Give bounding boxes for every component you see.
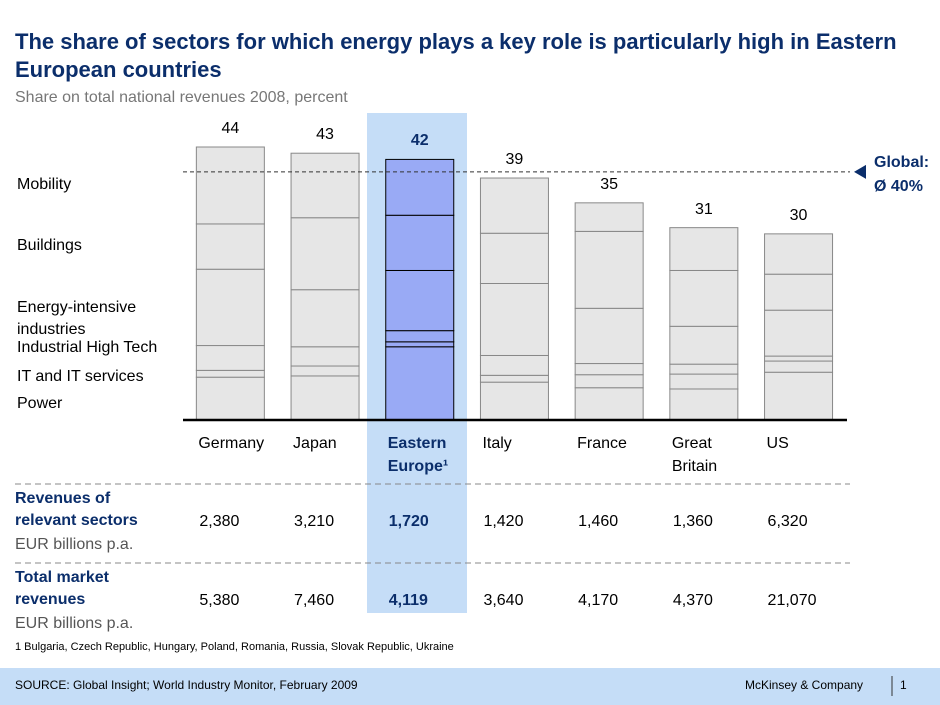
bar-segment [195,369,265,378]
legend-label: Power [17,395,63,412]
legend-label: Mobility [17,176,72,193]
bar-segment [669,269,739,327]
legend-label: Industrial High Tech [17,339,158,356]
bar-segment [764,355,834,362]
page-number: 1 [900,678,907,692]
bar-segment [385,346,455,421]
bar-segment [479,374,549,383]
table-value: 2,380 [199,513,240,530]
title: The share of sectors for which energy pl… [15,29,897,82]
bar-segment [669,227,739,271]
bar-segment [669,363,739,375]
x-tick-label: France [577,435,627,452]
total-label: 39 [505,151,524,169]
subtitle: Share on total national revenues 2008, p… [15,89,348,106]
table-value: 3,210 [294,513,335,530]
x-tick-label: Japan [293,435,337,452]
bar-segment [479,381,549,421]
total-label: 43 [316,126,334,144]
bar-segment [479,354,549,376]
bar-segment [479,177,549,234]
bar-segment [669,388,739,421]
x-tick-label: Italy [482,435,512,452]
bar-segment [290,289,360,348]
table-value: 4,170 [578,592,619,609]
x-tick-label: Eastern Europe¹ [387,435,449,475]
reference-label: Global: [874,154,930,171]
bar-segment [195,376,265,421]
bar-segment [574,387,644,421]
bar-segment [574,374,644,389]
table-value: 4,119 [388,592,428,609]
table-value: 7,460 [294,592,335,609]
bar-segment [574,230,644,309]
row-label: Total market revenues [15,569,109,608]
bar-segment [574,307,644,365]
x-tick-label: Great Britain [671,435,718,475]
row-label: Revenues of relevant sectors [15,490,138,529]
table-value: 6,320 [767,513,808,530]
total-label: 30 [789,206,808,224]
table-value: 3,640 [483,592,524,609]
bar-segment [764,233,834,275]
bar-segment [290,152,360,219]
table-value: 4,370 [672,592,713,609]
table-value: 1,420 [483,513,524,530]
company: McKinsey & Company [745,678,864,692]
bar-segment [764,360,834,373]
total-label: 35 [600,175,619,193]
bar-segment [385,269,455,332]
table-value: 5,380 [199,592,240,609]
bar-segment [479,283,549,356]
bar-segment [195,345,265,371]
table-value: 21,070 [767,592,817,609]
bar-segment [290,346,360,367]
bar-segment [574,363,644,376]
bar-segment [385,341,455,348]
bar-segment [764,273,834,311]
x-tick-label: Germany [198,435,265,452]
bar-segment [195,146,265,225]
bar-segment [669,325,739,365]
bar-segment [385,158,455,216]
bar-segment [290,217,360,291]
bar-segment [385,214,455,271]
footer-band [0,668,940,705]
total-label: 42 [410,132,429,150]
legend-label: Buildings [17,237,82,254]
bar-segment [195,223,265,270]
table-value: 1,720 [388,513,429,530]
bar-segment [290,365,360,377]
source: SOURCE: Global Insight; World Industry M… [15,678,358,692]
reference-value: Ø 40% [874,178,923,195]
row-unit: EUR billions p.a. [15,536,134,553]
bar-segment [290,375,360,421]
bar-segment [195,268,265,347]
legend-label: Energy-intensive industries [17,299,137,338]
table-value: 1,360 [672,513,713,530]
footnote: 1 Bulgaria, Czech Republic, Hungary, Pol… [15,641,454,653]
x-tick-label: US [766,435,789,452]
bar-segment [385,330,455,343]
bar-segment [574,202,644,232]
legend-label: IT and IT services [17,368,144,385]
row-unit: EUR billions p.a. [15,615,134,632]
bar-segment [764,309,834,357]
reference-arrow [854,164,866,179]
bar-segment [764,371,834,421]
table-value: 1,460 [578,513,619,530]
bar-segment [669,373,739,390]
total-label: 44 [221,120,240,137]
bar-segment [479,232,549,284]
total-label: 31 [694,200,713,218]
